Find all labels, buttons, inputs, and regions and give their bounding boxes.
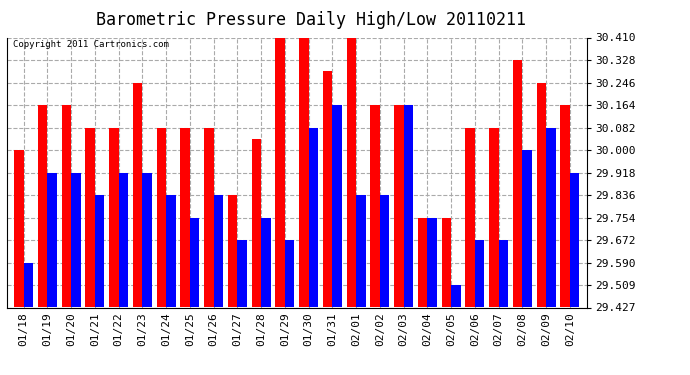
Bar: [109, 128, 119, 308]
Bar: [252, 139, 261, 308]
Bar: [356, 195, 366, 308]
Bar: [38, 105, 48, 308]
Bar: [237, 240, 247, 308]
Bar: [418, 217, 427, 308]
Text: Copyright 2011 Cartronics.com: Copyright 2011 Cartronics.com: [12, 40, 168, 49]
Bar: [333, 105, 342, 308]
Bar: [489, 128, 499, 308]
Bar: [23, 263, 33, 308]
Bar: [499, 240, 508, 308]
Bar: [427, 217, 437, 308]
Text: Barometric Pressure Daily High/Low 20110211: Barometric Pressure Daily High/Low 20110…: [95, 11, 526, 29]
Bar: [204, 128, 214, 308]
Bar: [180, 128, 190, 308]
Bar: [166, 195, 175, 308]
Bar: [308, 128, 318, 308]
Bar: [451, 285, 461, 308]
Bar: [142, 172, 152, 308]
Bar: [404, 105, 413, 308]
Bar: [570, 172, 580, 308]
Bar: [465, 128, 475, 308]
Bar: [119, 172, 128, 308]
Bar: [323, 71, 333, 308]
Bar: [190, 217, 199, 308]
Bar: [261, 217, 270, 308]
Bar: [394, 105, 404, 308]
Bar: [275, 38, 285, 308]
Bar: [228, 195, 237, 308]
Bar: [380, 195, 389, 308]
Bar: [546, 128, 555, 308]
Bar: [86, 128, 95, 308]
Bar: [71, 172, 81, 308]
Bar: [95, 195, 104, 308]
Bar: [346, 38, 356, 308]
Bar: [475, 240, 484, 308]
Bar: [14, 150, 23, 308]
Bar: [371, 105, 380, 308]
Bar: [132, 82, 142, 308]
Bar: [560, 105, 570, 308]
Bar: [285, 240, 295, 308]
Bar: [157, 128, 166, 308]
Bar: [61, 105, 71, 308]
Bar: [214, 195, 223, 308]
Bar: [513, 60, 522, 308]
Bar: [48, 172, 57, 308]
Bar: [299, 38, 308, 308]
Bar: [442, 217, 451, 308]
Bar: [537, 82, 546, 308]
Bar: [522, 150, 532, 308]
